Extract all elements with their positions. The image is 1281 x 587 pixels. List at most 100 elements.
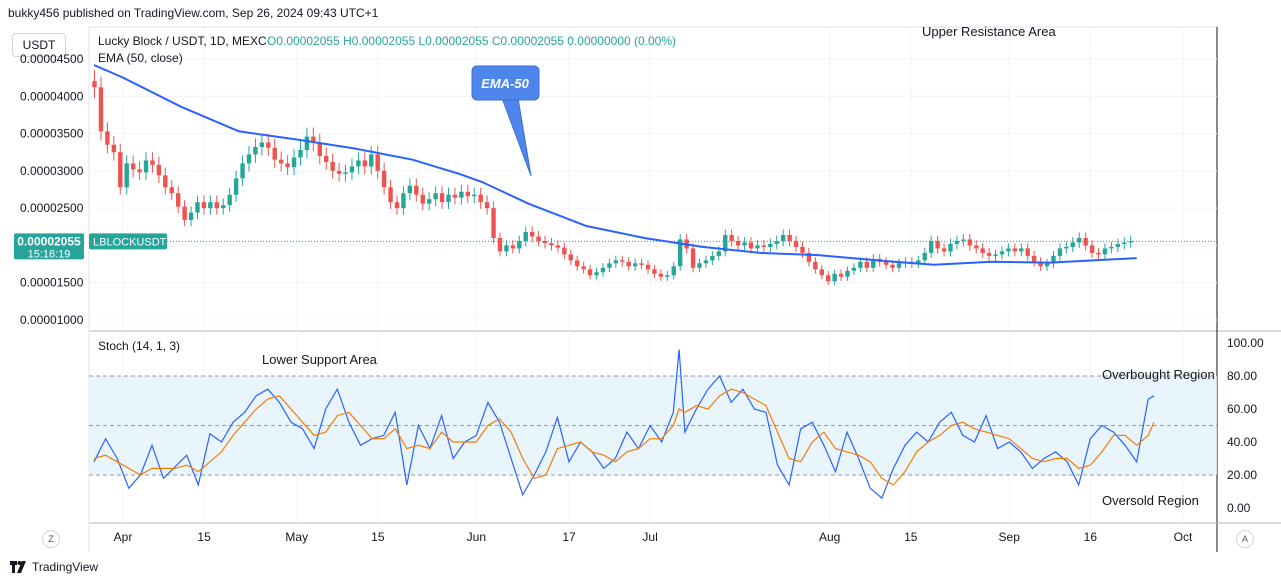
ema-50-line	[93, 64, 1137, 266]
candle	[594, 267, 599, 280]
candle-body	[1012, 248, 1018, 252]
candle	[1089, 240, 1095, 258]
candle-body	[883, 261, 889, 265]
candle	[130, 155, 136, 178]
candle	[755, 240, 760, 254]
candle	[658, 269, 664, 281]
candle-body	[414, 185, 419, 195]
overbought-label: Overbought Region	[1102, 367, 1215, 382]
stoch-tick-label: 80.00	[1227, 369, 1257, 383]
candle	[420, 187, 425, 211]
candle	[111, 136, 117, 161]
candle-body	[948, 243, 953, 252]
candle-body	[742, 242, 747, 246]
candle	[491, 201, 496, 244]
candle-body	[645, 264, 651, 270]
auto-scale-button[interactable]: A	[1236, 530, 1254, 548]
candle-body	[658, 273, 664, 277]
time-tick-label: Apr	[114, 530, 133, 544]
candle	[1006, 243, 1011, 257]
candle	[1057, 243, 1063, 261]
candle-body	[871, 258, 876, 268]
candle	[362, 152, 368, 175]
currency-unit-button[interactable]: USDT	[12, 33, 66, 57]
candle-body	[768, 243, 773, 247]
candle	[536, 230, 541, 247]
candle	[748, 237, 754, 254]
candle	[729, 229, 734, 247]
candle-body	[639, 263, 644, 265]
ema-legend: EMA (50, close)	[98, 51, 183, 65]
candle-body	[555, 245, 561, 248]
candle	[124, 155, 129, 195]
candle	[974, 240, 979, 254]
candle-body	[278, 159, 284, 164]
candle	[600, 263, 606, 277]
candle	[632, 258, 638, 271]
candle-body	[221, 205, 226, 209]
candle	[774, 235, 779, 250]
candle	[143, 152, 149, 181]
candle-body	[1122, 242, 1127, 244]
candle-body	[858, 261, 863, 268]
candle	[1122, 237, 1127, 250]
candle	[826, 271, 831, 286]
candle	[935, 235, 940, 254]
candle	[703, 255, 709, 268]
candle	[806, 247, 812, 267]
candle	[414, 178, 419, 202]
candle-body	[626, 261, 631, 267]
time-tick-label: 16	[1084, 530, 1098, 544]
price-tick-label: 0.00004000	[20, 89, 84, 103]
candle-body	[826, 275, 831, 282]
candle	[954, 235, 960, 250]
candle-body	[208, 202, 213, 209]
candle-body	[1070, 242, 1075, 247]
candle	[504, 240, 509, 257]
candle-body	[787, 234, 792, 241]
candle-body	[407, 185, 413, 194]
ticker-label: LBLOCKUSDT	[93, 236, 167, 248]
candle	[768, 238, 773, 253]
candle	[993, 249, 998, 261]
stoch-tick-label: 20.00	[1227, 468, 1257, 482]
candle	[677, 234, 683, 271]
candle	[1044, 258, 1050, 271]
candle	[916, 255, 921, 268]
candle	[227, 187, 232, 212]
candle-body	[665, 275, 670, 277]
candle-body	[523, 232, 528, 241]
candle	[201, 195, 207, 215]
candle	[465, 184, 471, 204]
candle-body	[652, 269, 657, 274]
candle-body	[613, 260, 619, 264]
candle-body	[188, 212, 194, 221]
candle-body	[349, 166, 355, 173]
candle-body	[581, 266, 586, 270]
bar-countdown: 15:16:19	[28, 248, 71, 260]
candle-body	[999, 251, 1005, 255]
candle	[278, 151, 284, 172]
price-tick-label: 0.00002500	[20, 201, 84, 215]
candle-body	[967, 239, 973, 246]
candle	[188, 206, 194, 227]
zoom-button[interactable]: Z	[42, 530, 60, 548]
candle	[529, 226, 535, 243]
candle	[446, 187, 451, 209]
candle-body	[961, 239, 966, 241]
candle	[845, 266, 850, 281]
candle-body	[324, 155, 329, 162]
candle-body	[1044, 263, 1050, 267]
candle	[883, 257, 889, 270]
candle	[330, 153, 335, 179]
candle-body	[298, 149, 303, 158]
candle	[832, 269, 837, 286]
candle-body	[600, 267, 606, 273]
candle-body	[1051, 255, 1056, 264]
candle	[401, 186, 406, 215]
candle	[1077, 232, 1082, 248]
candle	[613, 255, 619, 268]
candle	[163, 167, 168, 195]
candle	[304, 127, 310, 159]
